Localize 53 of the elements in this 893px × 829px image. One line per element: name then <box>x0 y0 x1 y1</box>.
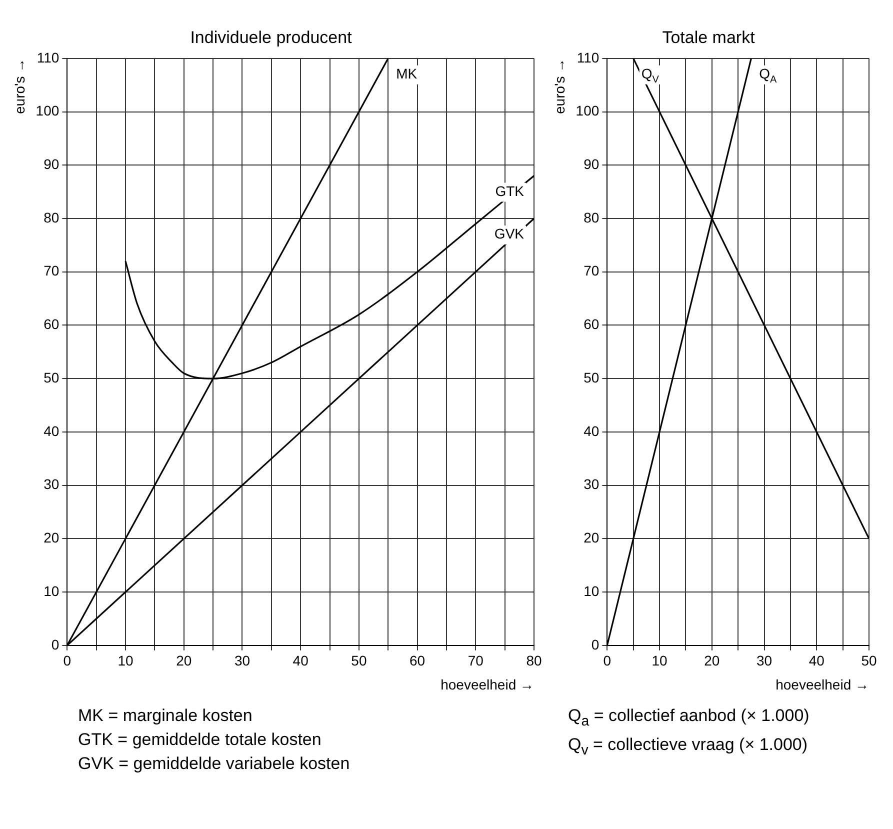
y-tick-label: 40 <box>44 422 60 439</box>
y-tick-label: 10 <box>584 582 600 599</box>
y-tick-label: 20 <box>44 530 60 546</box>
y-tick-label: 50 <box>584 369 600 386</box>
text: GVK = gemiddelde variabele kosten <box>78 753 351 775</box>
y-tick-label: 10 <box>44 582 60 599</box>
x-tick-label: 50 <box>861 652 877 669</box>
y-tick-label: 40 <box>584 422 600 439</box>
y-tick-label: 90 <box>44 156 60 172</box>
series-label: MK <box>396 65 418 82</box>
y-axis-title: euro's → <box>11 58 28 114</box>
series-label: GVK <box>494 225 525 242</box>
text: MK = marginale kosten <box>78 705 254 727</box>
y-tick-label: 80 <box>44 209 60 226</box>
y-tick-label: 110 <box>576 49 600 66</box>
y-tick-label: 20 <box>584 530 600 546</box>
x-tick-label: 10 <box>652 652 668 669</box>
y-tick-label: 60 <box>584 316 600 332</box>
y-axis-title: euro's → <box>551 58 568 114</box>
x-tick-label: 30 <box>234 652 250 669</box>
x-tick-label: 70 <box>468 652 484 669</box>
y-tick-label: 60 <box>44 316 60 332</box>
x-tick-label: 0 <box>603 652 612 669</box>
series-label: GTK <box>495 182 525 199</box>
x-tick-label: 30 <box>756 652 772 669</box>
y-tick-label: 30 <box>44 476 60 492</box>
text: Q$_{a}$ = collectief aanbod (× 1.000) <box>568 705 810 732</box>
y-tick-label: 70 <box>44 262 60 279</box>
y-tick-label: 0 <box>51 636 60 652</box>
text: GTK = gemiddelde totale kosten <box>78 729 322 751</box>
y-tick-label: 50 <box>44 369 60 386</box>
x-tick-label: 40 <box>808 652 825 669</box>
y-tick-label: 100 <box>36 102 60 119</box>
y-tick-label: 90 <box>584 156 600 172</box>
y-tick-label: 110 <box>36 49 60 66</box>
x-tick-label: 20 <box>704 652 720 669</box>
x-tick-label: 0 <box>63 652 72 669</box>
y-tick-label: 30 <box>584 476 600 492</box>
y-tick-label: 80 <box>584 209 600 226</box>
x-tick-label: 50 <box>351 652 367 669</box>
x-tick-label: 80 <box>526 652 542 669</box>
x-axis-title: hoeveelheid → <box>776 676 869 692</box>
x-tick-label: 40 <box>292 652 309 669</box>
chart-title: Totale markt <box>662 28 756 47</box>
x-tick-label: 60 <box>410 652 426 669</box>
y-tick-label: 0 <box>591 636 600 652</box>
y-tick-label: 100 <box>576 102 600 119</box>
text: Q$_{v}$ = collectieve vraag (× 1.000) <box>568 734 809 761</box>
y-tick-label: 70 <box>584 262 600 279</box>
x-tick-label: 20 <box>176 652 192 669</box>
x-axis-title: hoeveelheid → <box>440 676 534 692</box>
x-tick-label: 10 <box>118 652 134 669</box>
chart-title: Individuele producent <box>190 28 352 47</box>
